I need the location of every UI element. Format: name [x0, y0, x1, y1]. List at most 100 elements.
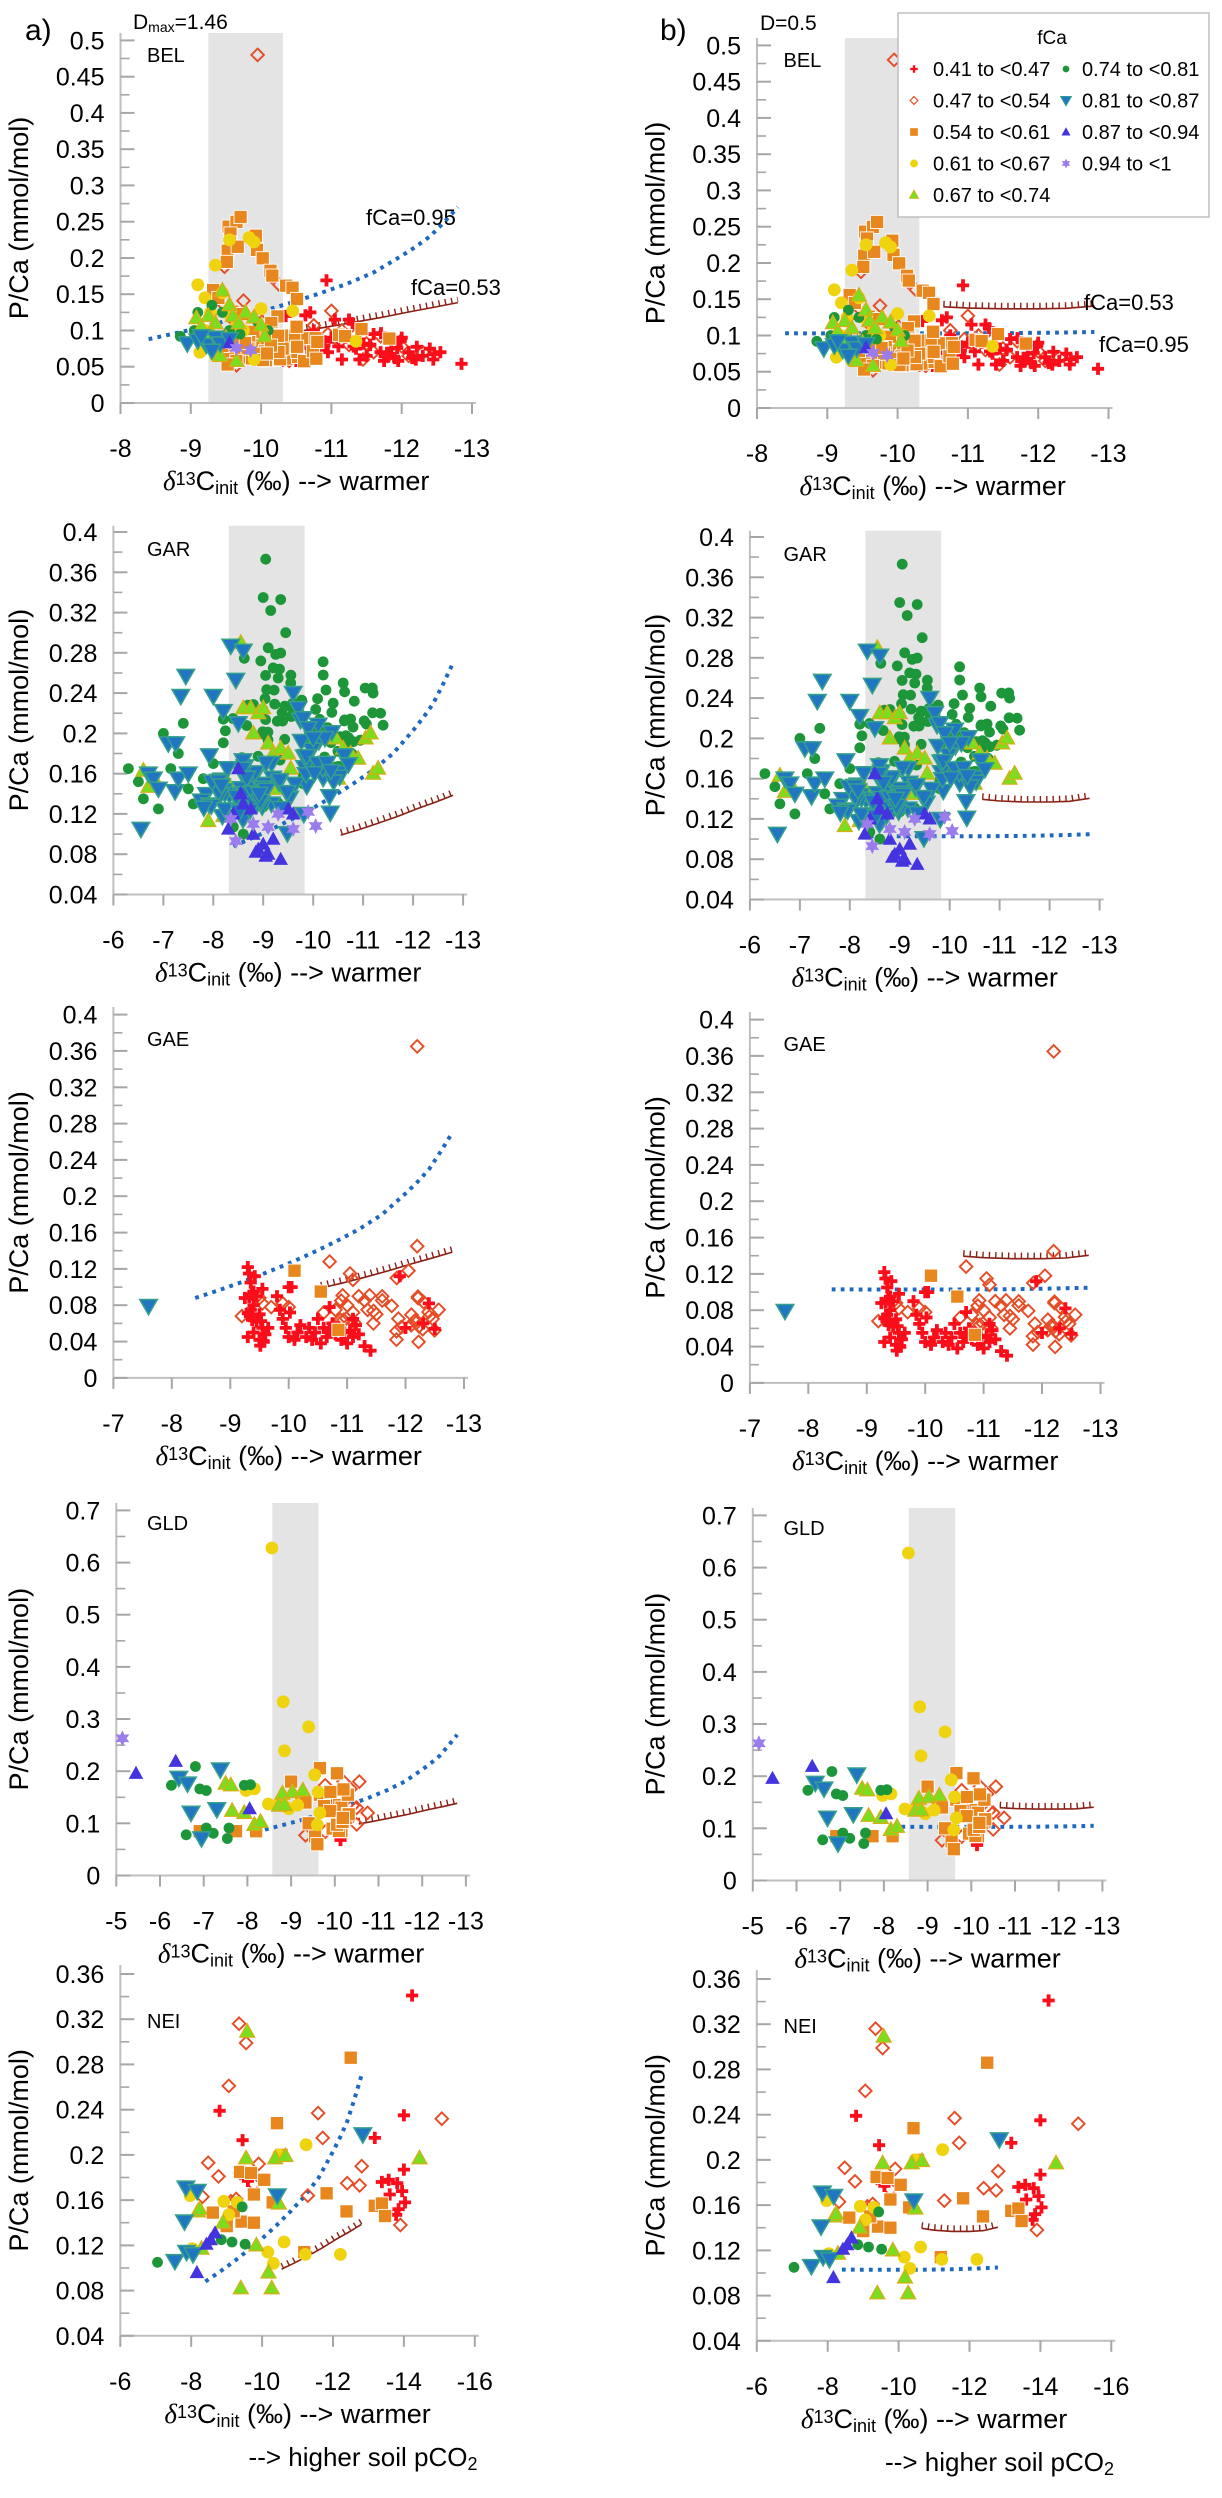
svg-text:0.1: 0.1 — [702, 1815, 737, 1843]
svg-text:0.67 to <0.74: 0.67 to <0.74 — [933, 185, 1050, 207]
svg-text:NEI: NEI — [784, 2016, 817, 2038]
svg-text:-9: -9 — [816, 440, 838, 468]
svg-text:0.32: 0.32 — [692, 2011, 741, 2039]
svg-text:0.15: 0.15 — [56, 281, 105, 309]
svg-text:-7: -7 — [739, 1415, 761, 1443]
svg-text:0.94 to <1: 0.94 to <1 — [1082, 154, 1172, 176]
svg-text:0: 0 — [723, 1868, 737, 1896]
svg-text:0: 0 — [83, 1365, 97, 1393]
svg-text:0.08: 0.08 — [49, 1292, 98, 1320]
svg-text:0.28: 0.28 — [49, 640, 98, 668]
svg-text:-9: -9 — [856, 1415, 878, 1443]
svg-text:0.12: 0.12 — [49, 801, 98, 829]
svg-text:-11: -11 — [966, 1415, 1000, 1443]
svg-text:-7: -7 — [193, 1908, 215, 1936]
svg-text:P/Ca (mmol/mol): P/Ca (mmol/mol) — [4, 2049, 34, 2252]
svg-text:0.28: 0.28 — [685, 645, 734, 673]
svg-text:0.16: 0.16 — [685, 766, 734, 794]
svg-text:0.2: 0.2 — [63, 720, 98, 748]
svg-text:-12: -12 — [404, 1908, 440, 1936]
svg-text:-5: -5 — [105, 1908, 127, 1936]
svg-text:0.5: 0.5 — [702, 1607, 737, 1635]
svg-text:0.2: 0.2 — [706, 2147, 741, 2175]
svg-text:0.36: 0.36 — [49, 1038, 98, 1066]
svg-text:0.81 to <0.87: 0.81 to <0.87 — [1082, 91, 1199, 113]
svg-text:0.3: 0.3 — [70, 172, 105, 200]
svg-text:0.28: 0.28 — [685, 1116, 734, 1144]
svg-text:0.16: 0.16 — [56, 2187, 105, 2215]
svg-text:0.15: 0.15 — [692, 286, 741, 314]
svg-text:0.12: 0.12 — [692, 2237, 741, 2265]
svg-text:0.24: 0.24 — [49, 1147, 98, 1175]
svg-text:-16: -16 — [1093, 2373, 1129, 2401]
svg-text:0.12: 0.12 — [685, 806, 734, 834]
svg-text:0.5: 0.5 — [70, 27, 105, 55]
svg-text:P/Ca (mmol/mol): P/Ca (mmol/mol) — [4, 609, 34, 812]
svg-text:0.2: 0.2 — [70, 245, 105, 273]
svg-text:0.7: 0.7 — [702, 1502, 737, 1530]
svg-text:-10: -10 — [881, 2373, 917, 2401]
svg-text:0: 0 — [727, 395, 741, 423]
svg-text:-7: -7 — [102, 1410, 124, 1438]
svg-text:0.08: 0.08 — [692, 2283, 741, 2311]
svg-text:δ13Cinit (‰) --> warmer: δ13Cinit (‰) --> warmer — [792, 963, 1058, 995]
svg-text:0.54 to <0.61: 0.54 to <0.61 — [933, 122, 1050, 144]
svg-text:-8: -8 — [180, 2368, 202, 2396]
svg-text:δ13Cinit (‰) --> warmer: δ13Cinit (‰) --> warmer — [164, 2399, 430, 2431]
svg-text:0.3: 0.3 — [702, 1711, 737, 1739]
svg-text:0.24: 0.24 — [685, 1152, 734, 1180]
svg-text:Dmax=1.46: Dmax=1.46 — [133, 11, 228, 35]
svg-text:GAE: GAE — [784, 1034, 826, 1056]
svg-text:-6: -6 — [109, 2368, 131, 2396]
svg-text:-12: -12 — [1024, 1415, 1060, 1443]
svg-text:0.1: 0.1 — [66, 1810, 101, 1838]
svg-text:-12: -12 — [951, 2373, 987, 2401]
svg-text:0.3: 0.3 — [66, 1706, 101, 1734]
svg-text:0.1: 0.1 — [706, 323, 741, 351]
svg-text:-14: -14 — [386, 2368, 422, 2396]
svg-text:0.35: 0.35 — [56, 136, 105, 164]
svg-text:0.4: 0.4 — [66, 1654, 101, 1682]
svg-text:0.4: 0.4 — [699, 1007, 734, 1035]
svg-text:-13: -13 — [448, 1908, 484, 1936]
svg-text:0.45: 0.45 — [692, 69, 741, 97]
svg-text:-7: -7 — [829, 1913, 851, 1941]
svg-text:-7: -7 — [152, 927, 174, 955]
svg-text:-11: -11 — [982, 932, 1016, 960]
svg-text:0.04: 0.04 — [685, 887, 734, 915]
svg-text:-12: -12 — [1041, 1913, 1077, 1941]
svg-text:0.28: 0.28 — [56, 2051, 105, 2079]
svg-text:-8: -8 — [202, 927, 224, 955]
svg-text:-9: -9 — [916, 1913, 938, 1941]
svg-text:-6: -6 — [149, 1908, 171, 1936]
svg-text:-16: -16 — [457, 2368, 493, 2396]
svg-text:-12: -12 — [395, 927, 431, 955]
svg-text:0.2: 0.2 — [699, 1188, 734, 1216]
svg-text:δ13Cinit (‰) --> warmer: δ13Cinit (‰) --> warmer — [800, 471, 1066, 503]
svg-text:0: 0 — [86, 1863, 100, 1891]
svg-text:-8: -8 — [109, 435, 131, 463]
svg-text:-9: -9 — [889, 932, 911, 960]
svg-text:0.6: 0.6 — [702, 1555, 737, 1583]
svg-text:0.5: 0.5 — [706, 32, 741, 60]
svg-text:0.32: 0.32 — [49, 1074, 98, 1102]
svg-text:0.36: 0.36 — [685, 564, 734, 592]
svg-text:-11: -11 — [346, 927, 380, 955]
svg-text:-6: -6 — [785, 1913, 807, 1941]
svg-text:P/Ca (mmol/mol): P/Ca (mmol/mol) — [4, 1588, 34, 1791]
svg-text:GAR: GAR — [147, 539, 190, 561]
svg-text:0.24: 0.24 — [49, 680, 98, 708]
svg-text:BEL: BEL — [147, 45, 185, 67]
svg-text:0.05: 0.05 — [56, 354, 105, 382]
svg-text:0.2: 0.2 — [66, 1758, 101, 1786]
svg-text:fCa=0.53: fCa=0.53 — [411, 275, 501, 300]
svg-text:-8: -8 — [839, 932, 861, 960]
svg-text:-10: -10 — [295, 927, 331, 955]
svg-text:0.04: 0.04 — [49, 1329, 98, 1357]
svg-text:GLD: GLD — [784, 1518, 825, 1540]
svg-text:-13: -13 — [454, 435, 490, 463]
svg-text:0.04: 0.04 — [56, 2323, 105, 2351]
svg-text:fCa: fCa — [1037, 28, 1067, 49]
svg-text:0.36: 0.36 — [692, 1966, 741, 1994]
svg-text:-13: -13 — [446, 1410, 482, 1438]
